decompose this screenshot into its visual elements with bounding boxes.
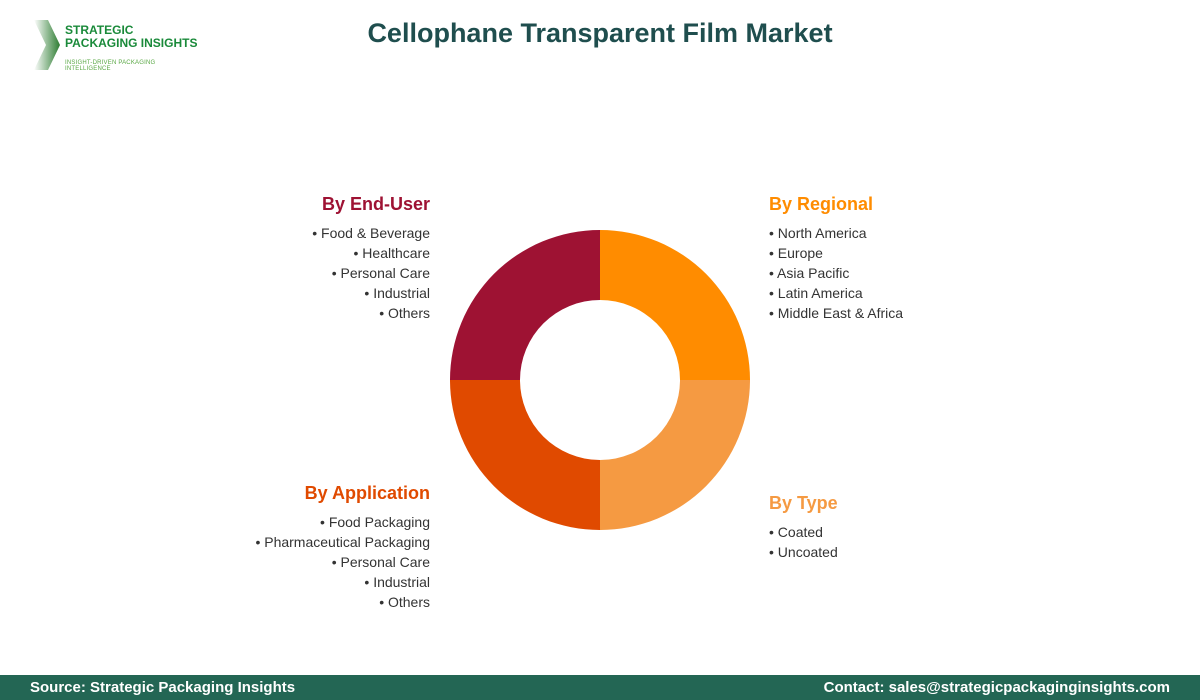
list-item: Personal Care [312, 263, 431, 283]
footer: Source: Strategic Packaging Insights Con… [0, 675, 1200, 700]
group-regional: By Regional North America Europe Asia Pa… [769, 194, 903, 323]
group-heading: By Application [304, 483, 430, 503]
list-item: Industrial [312, 283, 430, 303]
group-heading: By Type [769, 493, 838, 513]
segment-regional [600, 230, 750, 380]
page-title: Cellophane Transparent Film Market [367, 18, 833, 48]
list-item: Uncoated [769, 542, 838, 562]
list-item: Food & Beverage [312, 223, 430, 243]
group-heading: By Regional [769, 194, 874, 214]
list-item: North America [769, 223, 903, 243]
list-item: Coated [769, 522, 838, 542]
group-end-user: By End-User Food & Beverage Healthcare P… [312, 194, 430, 323]
group-application: By Application Food Packaging Pharmaceut… [255, 483, 430, 612]
list-item: Others [312, 303, 430, 323]
logo-chevron-icon [34, 20, 60, 70]
segment-end-user [450, 230, 600, 380]
contact-link[interactable]: Contact: sales@strategicpackaginginsight… [823, 679, 1170, 696]
segment-application [450, 380, 600, 530]
list-item: Pharmaceutical Packaging [255, 532, 430, 552]
segment-type [600, 380, 750, 530]
list-item: Food Packaging [255, 512, 430, 532]
group-type: By Type Coated Uncoated [769, 493, 838, 562]
source-text: Source: Strategic Packaging Insights [30, 679, 296, 696]
logo: STRATEGIC PACKAGING INSIGHTS INSIGHT-DRIV… [30, 18, 200, 72]
list-item: Asia Pacific [769, 263, 903, 283]
list-item: Others [255, 592, 430, 612]
list-item: Personal Care [255, 552, 431, 572]
list-item: Healthcare [312, 243, 430, 263]
list-item: Industrial [255, 572, 430, 592]
group-heading: By End-User [321, 194, 430, 214]
list-item: Europe [769, 243, 903, 263]
list-item: Middle East & Africa [769, 303, 903, 323]
logo-text: STRATEGIC PACKAGING INSIGHTS [65, 23, 198, 50]
list-item: Latin America [769, 283, 903, 303]
logo-tagline: INSIGHT-DRIVEN PACKAGING INTELLIGENCE [65, 60, 156, 72]
